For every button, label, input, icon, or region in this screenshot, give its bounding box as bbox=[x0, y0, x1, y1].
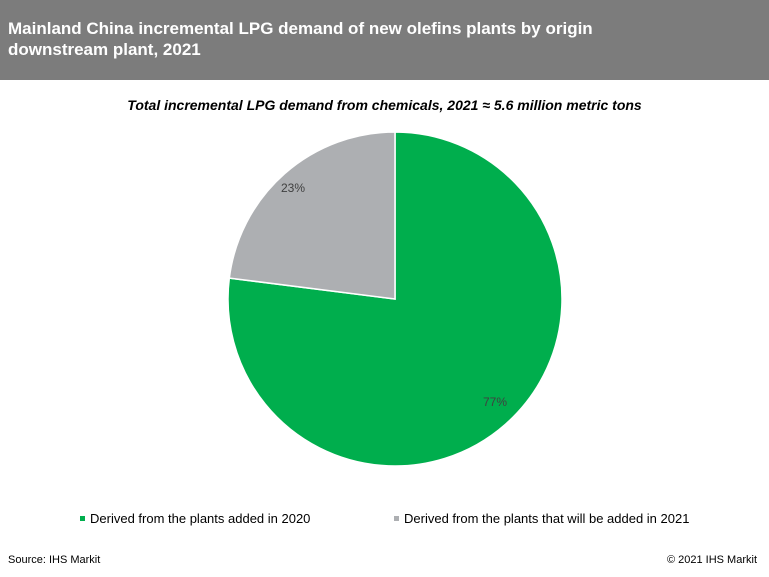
chart-title-line-1: Mainland China incremental LPG demand of… bbox=[8, 19, 593, 38]
pie-slice-2020 bbox=[227, 131, 563, 467]
data-label-2020: 77% bbox=[483, 395, 507, 409]
copyright-note: © 2021 IHS Markit bbox=[666, 554, 757, 566]
legend-swatch-2021 bbox=[394, 516, 399, 521]
chart-title: Mainland China incremental LPG demand of… bbox=[0, 0, 769, 80]
data-label-2021: 23% bbox=[281, 181, 305, 195]
source-note: Source: IHS Markit bbox=[8, 554, 101, 566]
legend-item-2020: Derived from the plants added in 2020 bbox=[80, 511, 310, 526]
legend-item-2021: Derived from the plants that will be add… bbox=[394, 511, 689, 526]
legend-swatch-2020 bbox=[80, 516, 85, 521]
chart-legend: Derived from the plants added in 2020 De… bbox=[0, 511, 769, 529]
chart-subtitle: Total incremental LPG demand from chemic… bbox=[127, 97, 642, 113]
legend-label-2020: Derived from the plants added in 2020 bbox=[90, 511, 311, 526]
chart-title-line-2: downstream plant, 2021 bbox=[8, 40, 201, 59]
legend-label-2021: Derived from the plants that will be add… bbox=[404, 511, 690, 526]
footer: Source: IHS Markit © 2021 IHS Markit bbox=[0, 554, 769, 572]
pie-slice-2021 bbox=[228, 131, 396, 300]
